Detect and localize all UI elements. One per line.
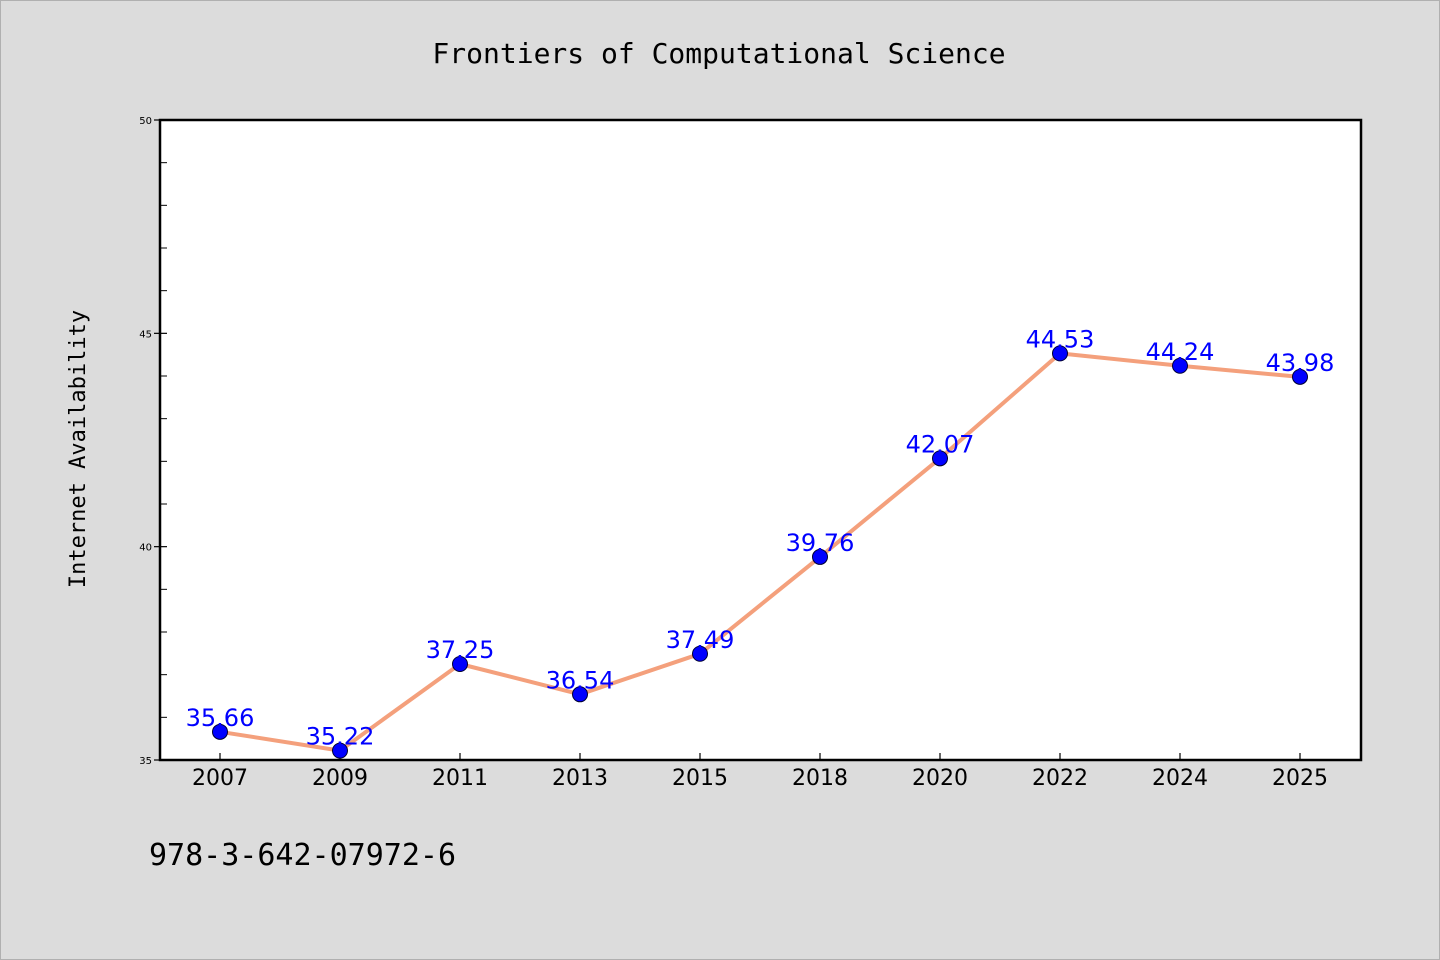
x-tick-label: 2020 xyxy=(912,766,968,791)
data-label: 44.24 xyxy=(1146,338,1215,366)
y-minor-ticks xyxy=(160,162,167,718)
x-tick-label: 2024 xyxy=(1152,766,1208,791)
y-tick-label: 40 xyxy=(139,543,152,554)
x-tick-label: 2018 xyxy=(792,766,848,791)
x-tick-label: 2007 xyxy=(192,766,248,791)
data-labels: 35.66 35.22 37.25 36.54 37.49 39.76 42.07 44.53… xyxy=(186,325,1335,750)
y-tick-label: 45 xyxy=(139,329,152,340)
data-label: 44.53 xyxy=(1026,325,1095,353)
data-point xyxy=(452,656,468,672)
x-tick-label: 2025 xyxy=(1272,766,1328,791)
x-tick-label: 2022 xyxy=(1032,766,1088,791)
series-line xyxy=(219,351,1301,753)
series-markers xyxy=(212,345,1308,759)
data-point xyxy=(1052,345,1068,362)
data-point xyxy=(932,450,948,467)
data-point xyxy=(1172,357,1188,374)
y-axis-label: Internet Availability xyxy=(66,310,91,588)
data-point xyxy=(1292,368,1308,385)
data-label: 35.22 xyxy=(306,723,375,751)
data-point xyxy=(212,723,228,740)
x-tick-label: 2013 xyxy=(552,766,608,791)
x-tick-label: 2011 xyxy=(432,766,488,791)
data-label: 35.66 xyxy=(186,704,255,732)
data-point xyxy=(692,645,708,662)
isbn-text: 978-3-642-07972-6 xyxy=(149,838,456,873)
data-label: 37.25 xyxy=(426,636,495,664)
data-point xyxy=(332,742,348,759)
data-label: 37.49 xyxy=(666,626,735,654)
data-point xyxy=(812,548,828,565)
y-tick-label: 50 xyxy=(139,116,152,127)
data-label: 39.76 xyxy=(786,529,855,557)
chart-title: Frontiers of Computational Science xyxy=(432,37,1005,70)
x-tick-label: 2009 xyxy=(312,766,368,791)
data-point xyxy=(572,686,588,703)
x-ticks: 2007 2009 2011 2013 2015 2018 2020 2022 2024 2025 xyxy=(192,753,1328,791)
data-label: 42.07 xyxy=(906,430,975,458)
data-label: 36.54 xyxy=(546,666,615,694)
y-ticks: 35 40 45 50 xyxy=(139,116,167,767)
plot-area xyxy=(158,118,1363,762)
data-label: 43.98 xyxy=(1266,349,1335,377)
y-tick-label: 35 xyxy=(139,756,152,767)
x-tick-label: 2015 xyxy=(672,766,728,791)
